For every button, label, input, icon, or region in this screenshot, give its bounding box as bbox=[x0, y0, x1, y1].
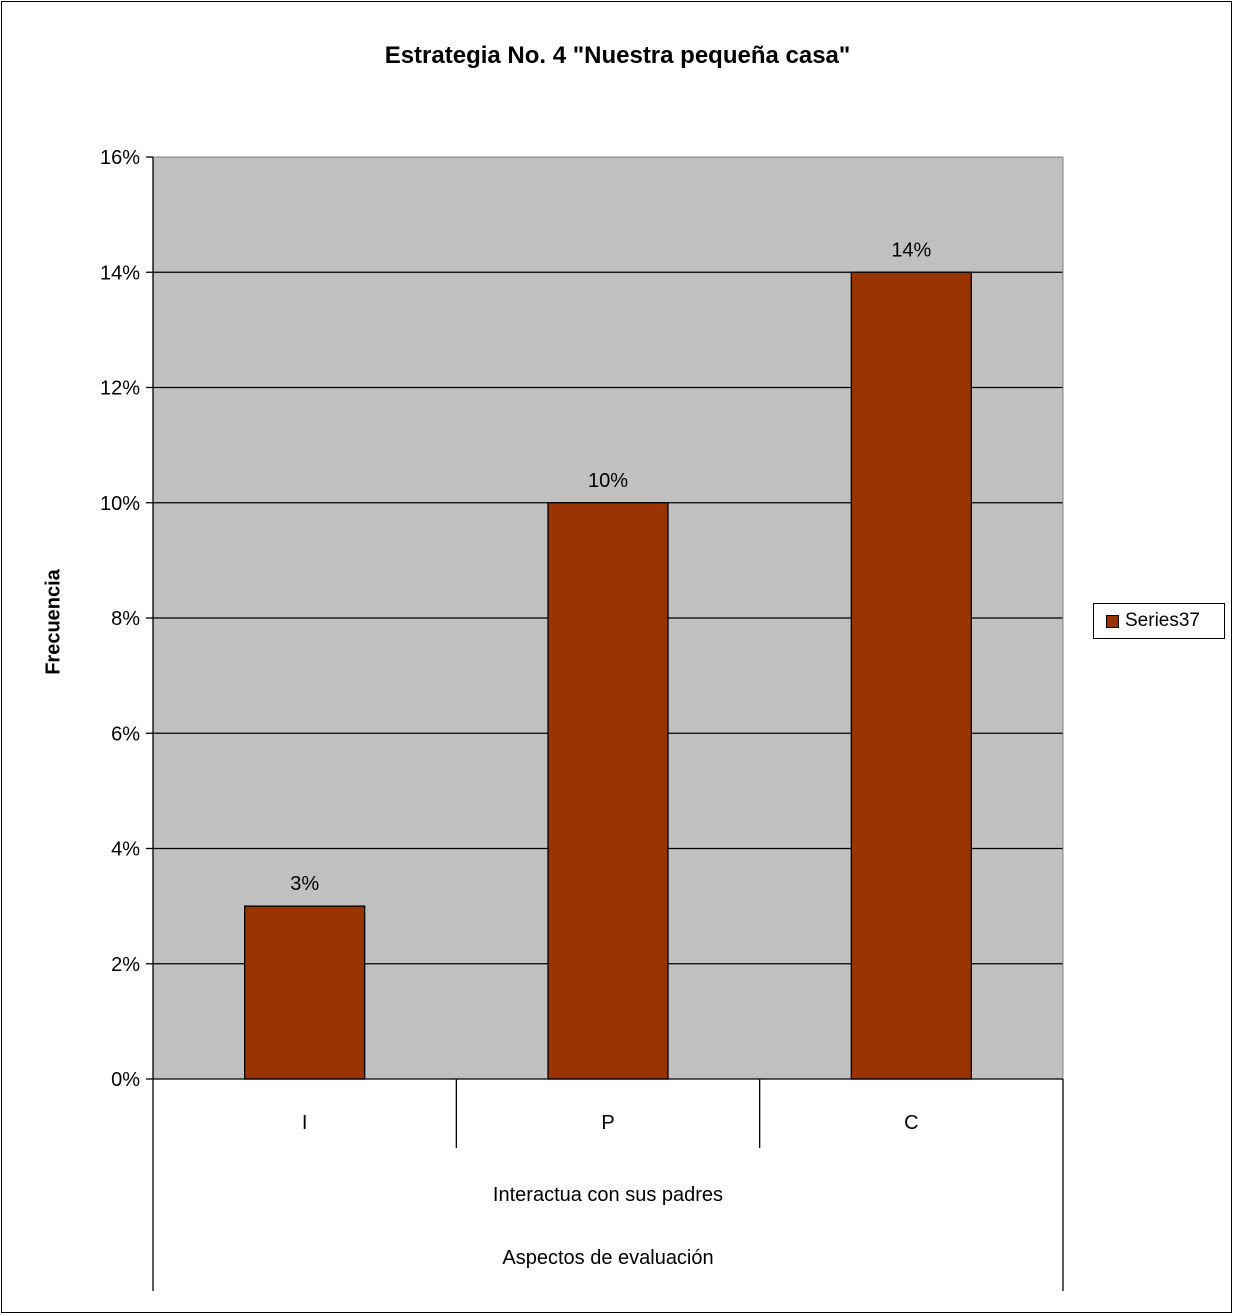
y-tick-label: 0% bbox=[111, 1069, 140, 1091]
y-tick-label: 2% bbox=[111, 954, 140, 976]
bar bbox=[244, 905, 366, 1080]
y-tick-label: 16% bbox=[100, 147, 140, 169]
chart-title: Estrategia No. 4 "Nuestra pequeña casa" bbox=[384, 42, 851, 69]
x-tick-label: C bbox=[904, 1112, 918, 1134]
y-tick-label: 10% bbox=[100, 493, 140, 515]
x-axis-label: Aspectos de evaluación bbox=[502, 1247, 713, 1269]
data-label: 3% bbox=[290, 873, 319, 895]
bar bbox=[850, 271, 972, 1080]
data-label: 14% bbox=[891, 239, 931, 261]
x-tick-label: I bbox=[302, 1112, 308, 1134]
y-tick-label: 6% bbox=[111, 723, 140, 745]
y-tick-label: 8% bbox=[111, 608, 140, 630]
legend-label: Series37 bbox=[1125, 610, 1200, 631]
data-label: 10% bbox=[588, 470, 628, 492]
y-tick-label: 14% bbox=[100, 262, 140, 284]
y-tick-label: 12% bbox=[100, 378, 140, 400]
x-tick-label: P bbox=[601, 1112, 614, 1134]
category-group-label: Interactua con sus padres bbox=[493, 1184, 723, 1206]
legend: Series37 bbox=[1093, 603, 1225, 639]
y-tick-label: 4% bbox=[111, 839, 140, 861]
bar bbox=[547, 502, 669, 1080]
legend-swatch bbox=[1106, 614, 1119, 628]
